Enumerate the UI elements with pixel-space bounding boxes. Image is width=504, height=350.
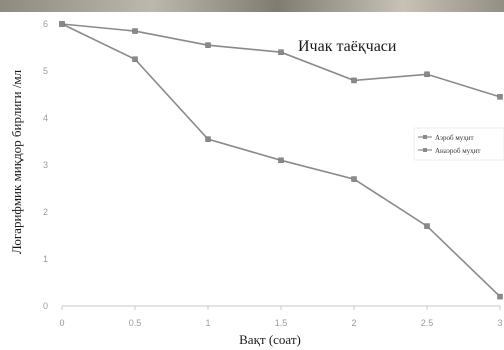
x-tick-label-5: 2.5 [421,318,434,328]
series-0-point-1 [132,28,138,34]
series-1-point-4 [351,176,357,182]
y-ticks: 0 1 2 3 4 5 6 [43,19,48,311]
series-0-point-3 [278,49,284,55]
x-ticks: 0 0.5 1 1.5 2 2.5 3 [59,306,503,328]
x-tick-label-6: 3 [497,318,502,328]
chart-title: Ичак таёқчаси [298,38,397,55]
series-1 [59,21,503,300]
legend-marker-anaerob [423,148,427,152]
y-tick-label-3: 3 [43,160,48,170]
x-axis-label: Вақт (соат) [239,332,301,347]
series-0-line [61,23,501,98]
series-0-point-4 [351,77,357,84]
legend-box [413,127,504,161]
legend-label-aerob: Аэроб муҳит [435,134,474,142]
y-tick-label-2: 2 [43,207,48,217]
x-tick-label-1: 0.5 [129,318,142,328]
series-1-point-6 [497,293,503,300]
series-1-point-0 [59,21,65,27]
x-tick-label-4: 2 [351,318,356,328]
legend-label-anaerob: Анаэроб муҳит [435,147,480,155]
y-tick-label-0: 0 [43,301,48,311]
series-1-point-2 [205,136,211,142]
x-tick-label-0: 0 [59,318,64,328]
y-tick-label-1: 1 [43,254,48,264]
x-tick-label-2: 1 [205,318,210,328]
y-tick-label-5: 5 [43,66,48,76]
series-1-point-3 [278,157,284,164]
x-tick-label-3: 1.5 [275,318,288,328]
top-photo-band [0,0,504,12]
series-1-point-5 [424,223,430,229]
legend-marker-aerob [423,135,427,139]
series-0-point-6 [497,94,503,100]
series-group [59,21,503,300]
y-tick-label-6: 6 [43,19,48,29]
series-0-point-2 [205,42,211,48]
series-0 [59,21,503,100]
y-tick-label-4: 4 [43,113,48,123]
series-0-point-5 [424,71,430,78]
legend: Аэроб муҳит Анаэроб муҳит [413,127,504,161]
series-1-point-1 [132,56,138,62]
y-axis-label: Логарифмик миқдор бирлиги /мл [9,69,24,254]
